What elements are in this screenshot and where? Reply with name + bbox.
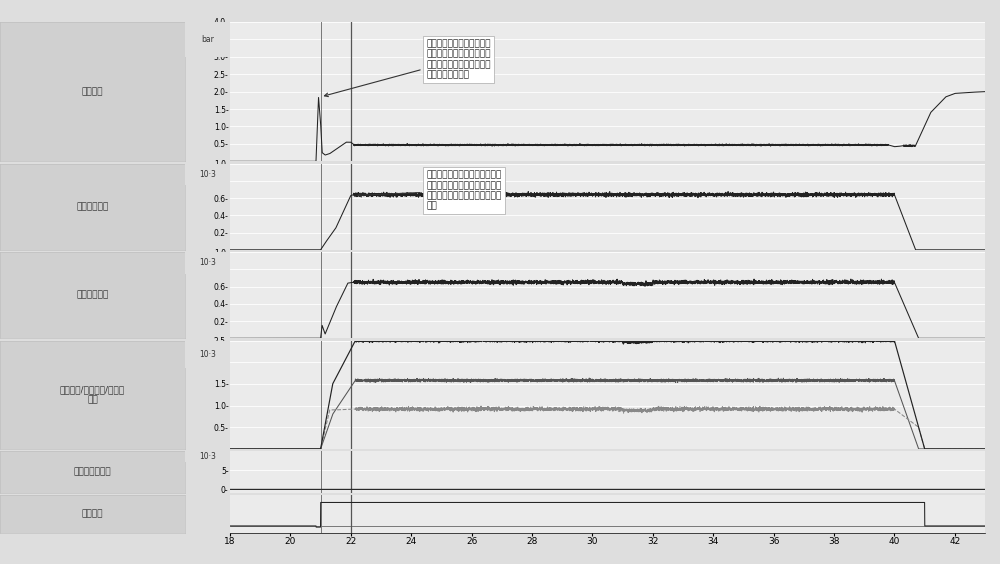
Text: 总制动力/电制动力/空气制
动力: 总制动力/电制动力/空气制 动力: [60, 385, 125, 404]
Text: 10·3: 10·3: [199, 170, 216, 179]
Text: 此刻制动系统认为实际电制动力
有效，但因为实际电制动力并未
满足总制动需求，空气制动加以
补偿: 此刻制动系统认为实际电制动力 有效，但因为实际电制动力并未 满足总制动需求，空气…: [358, 170, 502, 211]
Text: 制动指令: 制动指令: [82, 510, 103, 519]
Text: 此刻制动指令和制动力大小
指令已经发出，但电制动力
还没有建立到足够大，所以
空气制动加以补偿: 此刻制动指令和制动力大小 指令已经发出，但电制动力 还没有建立到足够大，所以 空…: [324, 39, 491, 96]
Text: 闸缸压力: 闸缸压力: [82, 87, 103, 96]
Text: 制动力大小指令: 制动力大小指令: [74, 468, 111, 477]
Text: 10·3: 10·3: [199, 452, 216, 461]
Text: 虚拟电制动力: 虚拟电制动力: [76, 290, 109, 299]
Text: 实际电制动力: 实际电制动力: [76, 202, 109, 211]
Text: 10·3: 10·3: [199, 350, 216, 359]
Text: 10·3: 10·3: [199, 258, 216, 267]
Text: bar: bar: [201, 35, 214, 44]
